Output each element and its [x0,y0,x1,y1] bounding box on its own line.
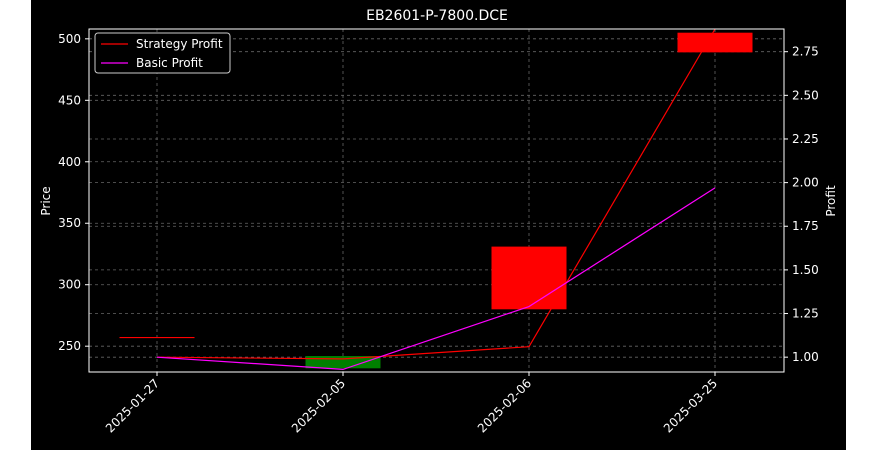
basic-profit-line [156,187,716,370]
right-y-axis: 1.00 1.25 1.50 1.75 2.00 2.25 2.50 2.75 [784,45,819,364]
candle-2025-03-25 [677,32,753,53]
left-tick-label-300: 300 [58,278,81,292]
candles [119,32,753,369]
right-tick-label-4: 2.00 [792,176,819,190]
figure-background [31,0,846,450]
left-tick-label-450: 450 [58,93,81,107]
left-tick-label-250: 250 [58,339,81,353]
left-tick-label-500: 500 [58,32,81,46]
strategy-profit-line [156,28,716,360]
right-tick-label-0: 1.00 [792,350,819,364]
left-y-axis: 250 300 350 400 450 500 [58,32,89,353]
left-axis-label: Price [39,186,53,215]
right-tick-label-5: 2.25 [792,132,819,146]
legend: Strategy Profit Basic Profit [94,32,231,74]
legend-label-strategy: Strategy Profit [136,37,223,51]
plot-frame [88,28,785,373]
legend-box [94,32,231,74]
chart-title: EB2601-P-7800.DCE [366,8,508,24]
right-tick-label-7: 2.75 [792,45,819,59]
right-tick-label-1: 1.25 [792,307,819,321]
right-axis-label: Profit [824,185,838,217]
profit-lines [156,28,716,370]
legend-label-basic: Basic Profit [136,56,203,70]
right-tick-label-2: 1.50 [792,263,819,277]
right-tick-label-3: 1.75 [792,219,819,233]
candle-2025-02-06 [491,246,567,310]
left-tick-label-400: 400 [58,155,81,169]
right-tick-label-6: 2.50 [792,88,819,102]
left-tick-label-350: 350 [58,216,81,230]
candle-2025-02-05 [305,356,381,369]
